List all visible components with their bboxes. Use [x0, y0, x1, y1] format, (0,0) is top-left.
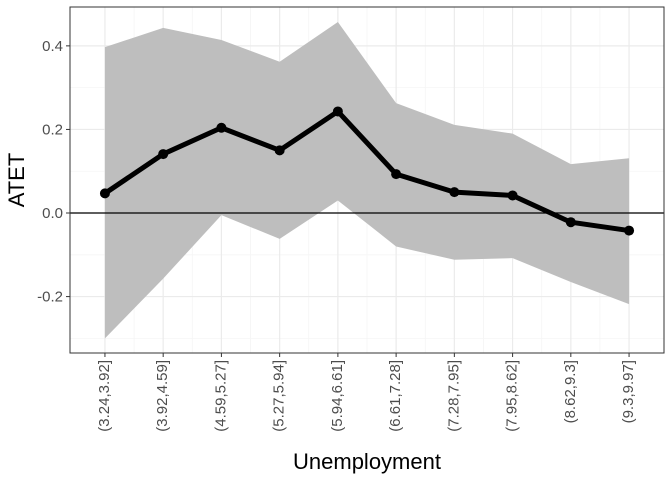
data-point — [624, 225, 635, 236]
x-axis-ticks: (3.24,3.92] (3.92,4.59] (4.59,5.27] (5.27,5… — [96, 353, 637, 432]
x-tick-label: (7.95,8.62] — [504, 360, 521, 432]
data-point — [565, 217, 576, 228]
data-point — [507, 190, 518, 201]
y-tick-label: 0.0 — [42, 205, 63, 222]
y-tick-label: 0.4 — [42, 38, 63, 55]
data-point — [99, 188, 110, 199]
y-tick-label: -0.2 — [37, 289, 63, 306]
confidence-band — [104, 22, 630, 339]
y-axis-ticks: -0.2 0.0 0.2 0.4 — [37, 38, 70, 306]
x-tick-label: (5.27,5.94] — [271, 360, 288, 432]
x-tick-label: (9.3,9.97] — [620, 360, 637, 423]
x-tick-label: (4.59,5.27] — [212, 360, 229, 432]
x-tick-label: (6.61,7.28] — [387, 360, 404, 432]
x-tick-label: (7.28,7.95] — [445, 360, 462, 432]
atet-line — [102, 108, 632, 234]
data-point — [391, 169, 402, 180]
y-axis-title: ATET — [4, 153, 29, 208]
y-tick-label: 0.2 — [42, 121, 63, 138]
data-point — [274, 145, 285, 156]
x-tick-label: (5.94,6.61] — [329, 360, 346, 432]
x-tick-label: (8.62,9.3] — [562, 360, 579, 423]
atet-points — [99, 106, 635, 236]
data-point — [158, 149, 169, 160]
x-axis-title: Unemployment — [293, 449, 441, 474]
plot-panel-border — [69, 6, 665, 354]
data-point — [332, 106, 343, 117]
data-point — [216, 122, 227, 133]
x-tick-label: (3.92,4.59] — [154, 360, 171, 432]
data-point — [449, 187, 460, 198]
x-tick-label: (3.24,3.92] — [96, 360, 113, 432]
